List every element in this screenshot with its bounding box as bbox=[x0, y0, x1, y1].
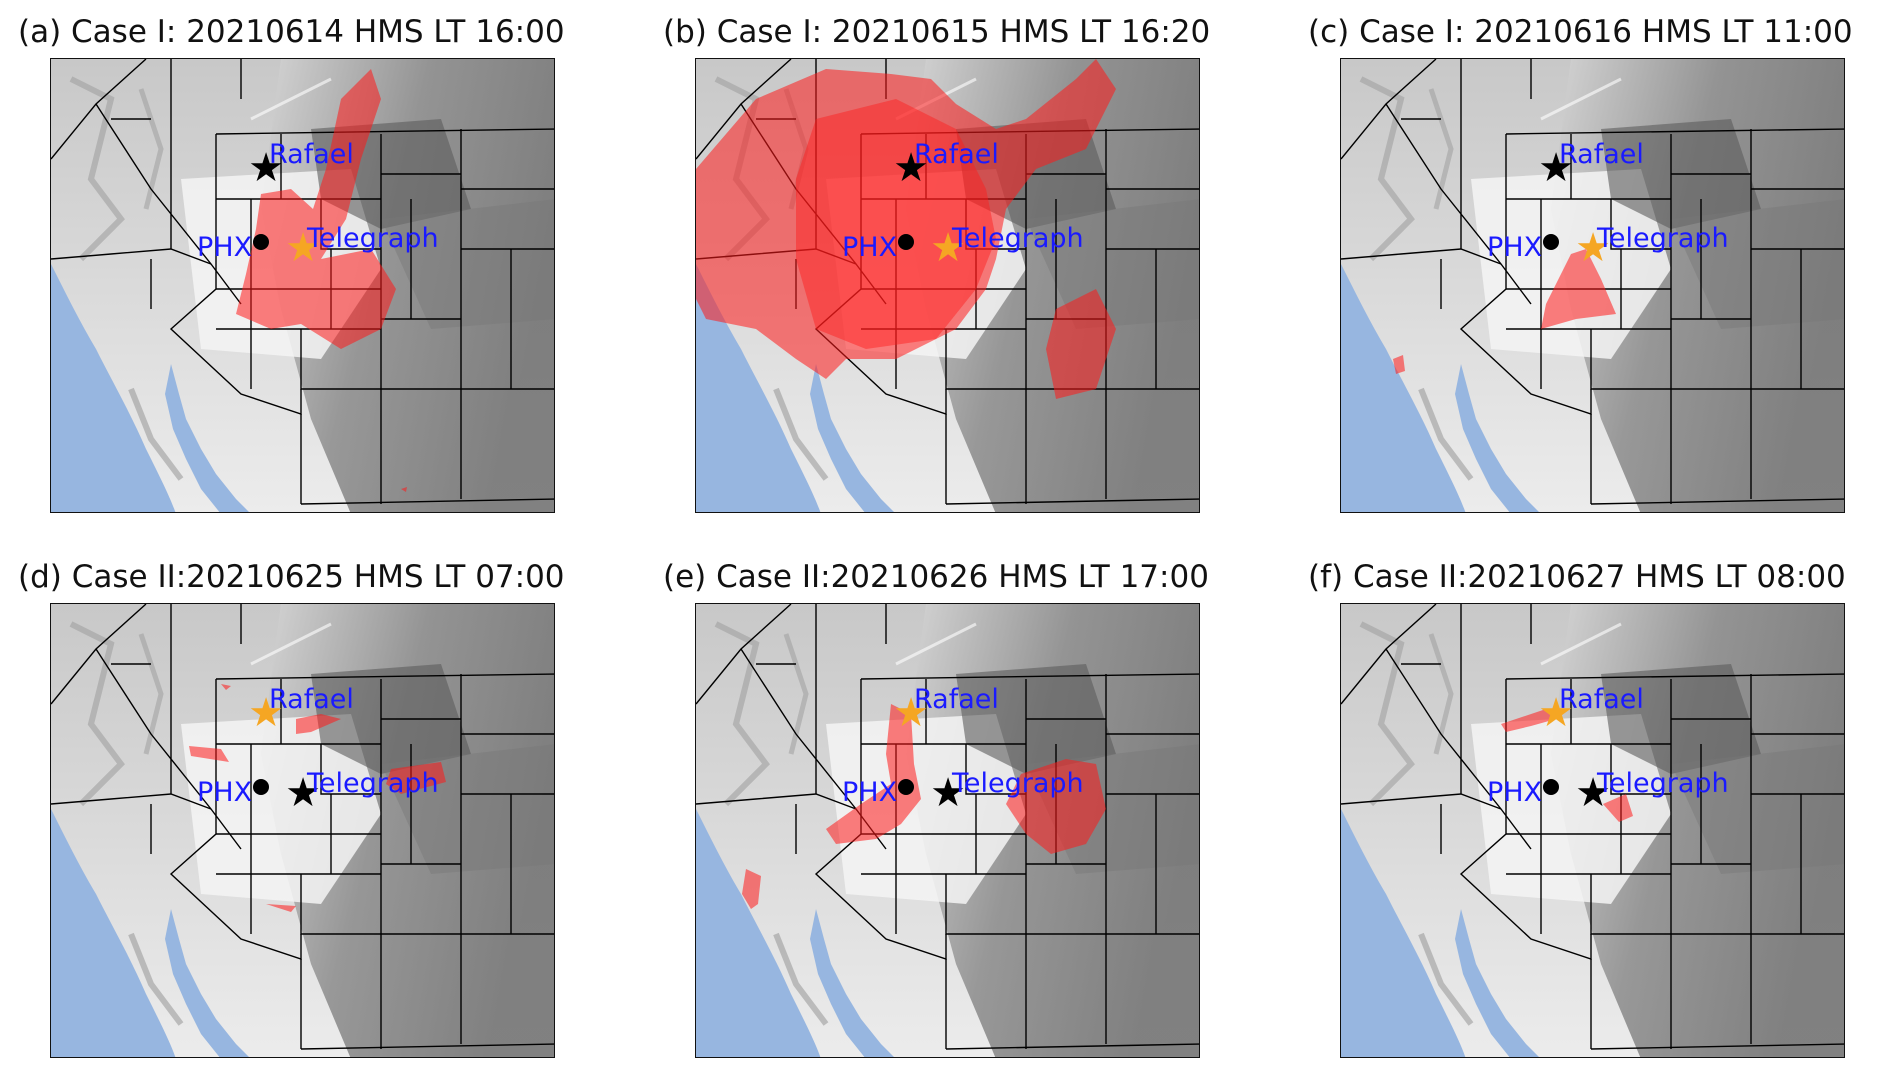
site-label-north: Rafael bbox=[1559, 684, 1644, 715]
terrain-map bbox=[696, 604, 1199, 1057]
map-panel-b: (b) Case I: 20210615 HMS LT 16:20 bbox=[645, 0, 1245, 545]
smoke-plume bbox=[1006, 759, 1106, 854]
terrain-map bbox=[51, 59, 554, 512]
terrain-map bbox=[1341, 604, 1844, 1057]
panel-title: (e) Case II:20210626 HMS LT 17:00 bbox=[663, 559, 1209, 595]
city-label: PHX bbox=[842, 232, 898, 263]
plume-layer bbox=[189, 684, 446, 912]
city-dot-icon bbox=[898, 234, 914, 250]
city-label: PHX bbox=[1487, 232, 1543, 263]
site-star-icon: ★ bbox=[930, 225, 966, 272]
site-star-icon: ★ bbox=[1538, 690, 1574, 737]
site-star-icon: ★ bbox=[1575, 770, 1611, 817]
smoke-plume bbox=[742, 869, 761, 909]
site-label-south: Telegraph bbox=[307, 768, 439, 799]
smoke-plume bbox=[1393, 355, 1405, 374]
map-frame: ★ Rafael ★ Telegraph PHX bbox=[1340, 603, 1845, 1058]
site-label-north: Rafael bbox=[914, 684, 999, 715]
city-label: PHX bbox=[197, 777, 253, 808]
smoke-plume bbox=[236, 69, 396, 349]
site-label-south: Telegraph bbox=[1597, 768, 1729, 799]
city-dot-icon bbox=[1543, 779, 1559, 795]
city-label: PHX bbox=[1487, 777, 1543, 808]
smoke-plume bbox=[1046, 289, 1116, 399]
smoke-plume bbox=[296, 714, 341, 734]
site-star-icon: ★ bbox=[893, 690, 929, 737]
site-label-south: Telegraph bbox=[1597, 223, 1729, 254]
smoke-plume bbox=[796, 99, 996, 349]
site-label-north: Rafael bbox=[269, 684, 354, 715]
smoke-plume bbox=[266, 904, 296, 912]
panel-title: (c) Case I: 20210616 HMS LT 11:00 bbox=[1308, 14, 1853, 50]
map-panel-e: (e) Case II:20210626 HMS LT 17:00 bbox=[645, 545, 1245, 1090]
site-label-north: Rafael bbox=[1559, 139, 1644, 170]
smoke-plume bbox=[1541, 249, 1616, 329]
city-dot-icon bbox=[898, 779, 914, 795]
city-label: PHX bbox=[842, 777, 898, 808]
panel-title: (b) Case I: 20210615 HMS LT 16:20 bbox=[663, 14, 1211, 50]
site-star-icon: ★ bbox=[248, 690, 284, 737]
map-frame: ★ Rafael ★ Telegraph PHX bbox=[1340, 58, 1845, 513]
site-star-icon: ★ bbox=[930, 770, 966, 817]
plume-layer bbox=[1501, 709, 1633, 822]
city-label: PHX bbox=[197, 232, 253, 263]
site-label-north: Rafael bbox=[914, 139, 999, 170]
map-frame: ★ Rafael ★ Telegraph PHX bbox=[695, 603, 1200, 1058]
plume-layer bbox=[742, 704, 1106, 909]
map-frame: ★ Rafael ★ Telegraph PHX bbox=[50, 58, 555, 513]
city-dot-icon bbox=[253, 779, 269, 795]
map-frame: ★ Rafael ★ Telegraph PHX bbox=[50, 603, 555, 1058]
city-dot-icon bbox=[253, 234, 269, 250]
site-star-icon: ★ bbox=[248, 145, 284, 192]
site-label-south: Telegraph bbox=[952, 768, 1084, 799]
smoke-plume bbox=[696, 59, 1116, 379]
terrain-map bbox=[51, 604, 554, 1057]
site-label-south: Telegraph bbox=[952, 223, 1084, 254]
site-star-icon: ★ bbox=[285, 770, 321, 817]
map-panel-d: (d) Case II:20210625 HMS LT 07:00 bbox=[0, 545, 600, 1090]
panel-title: (a) Case I: 20210614 HMS LT 16:00 bbox=[18, 14, 565, 50]
panel-title: (f) Case II:20210627 HMS LT 08:00 bbox=[1308, 559, 1846, 595]
smoke-plume bbox=[401, 487, 407, 492]
site-label-north: Rafael bbox=[269, 139, 354, 170]
site-label-south: Telegraph bbox=[307, 223, 439, 254]
plume-layer bbox=[1393, 249, 1616, 374]
site-star-icon: ★ bbox=[285, 225, 321, 272]
smoke-plume bbox=[221, 684, 231, 690]
panel-title: (d) Case II:20210625 HMS LT 07:00 bbox=[18, 559, 565, 595]
smoke-plume bbox=[826, 704, 921, 844]
map-panel-a: (a) Case I: 20210614 HMS LT 16:00 bbox=[0, 0, 600, 545]
map-frame: ★ Rafael ★ Telegraph PHX bbox=[695, 58, 1200, 513]
terrain-map bbox=[1341, 59, 1844, 512]
terrain-map bbox=[696, 59, 1199, 512]
smoke-plume bbox=[1603, 794, 1633, 822]
map-panel-c: (c) Case I: 20210616 HMS LT 11:00 bbox=[1290, 0, 1890, 545]
city-dot-icon bbox=[1543, 234, 1559, 250]
site-star-icon: ★ bbox=[1575, 225, 1611, 272]
plume-layer bbox=[236, 69, 407, 492]
site-star-icon: ★ bbox=[893, 145, 929, 192]
map-panel-f: (f) Case II:20210627 HMS LT 08:00 bbox=[1290, 545, 1890, 1090]
smoke-plume bbox=[189, 746, 229, 762]
site-star-icon: ★ bbox=[1538, 145, 1574, 192]
smoke-plume bbox=[1501, 709, 1556, 732]
smoke-plume bbox=[386, 762, 446, 794]
plume-layer bbox=[696, 59, 1116, 399]
